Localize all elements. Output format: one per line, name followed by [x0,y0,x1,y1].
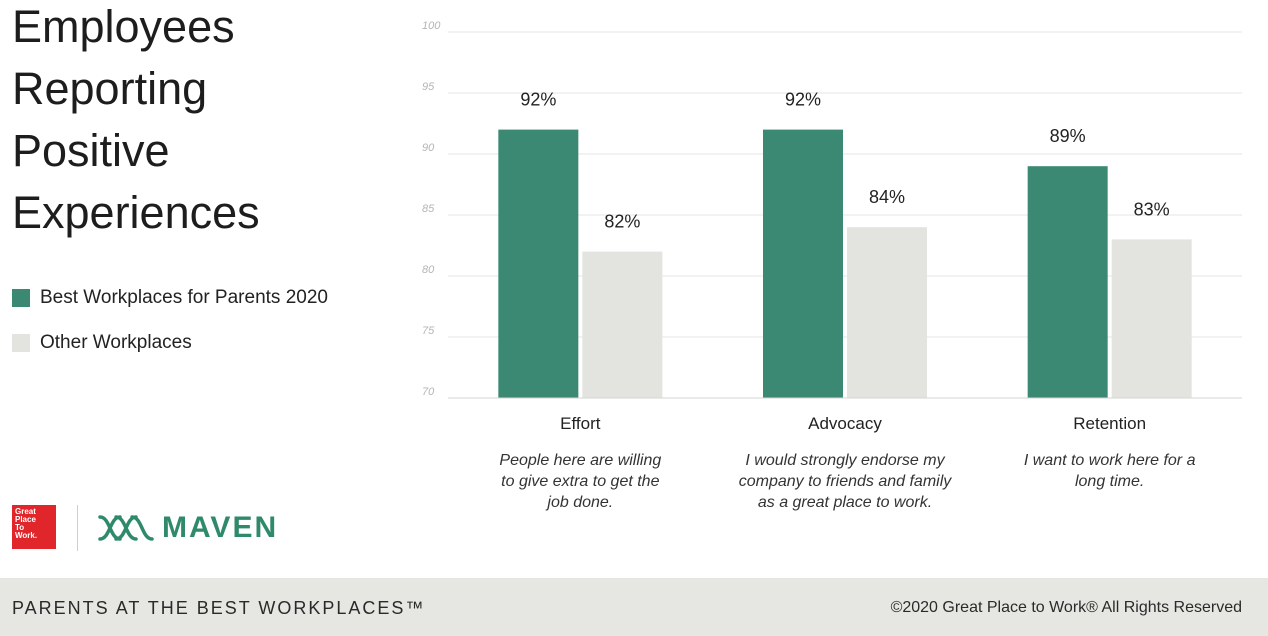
category-description: job done. [545,494,613,511]
data-label: 83% [1134,199,1170,219]
y-tick-label: 95 [422,81,435,93]
legend-item-best-workplaces: Best Workplaces for Parents 2020 [12,286,328,310]
copyright-text: ©2020 Great Place to Work® All Rights Re… [890,599,1242,616]
footer-title: PARENTS AT THE BEST WORKPLACES™ [12,598,426,618]
category-description: I would strongly endorse my [745,452,945,469]
category-description: company to friends and family [739,473,953,490]
gptw-logo-line: Great [15,507,36,516]
x-tick-label: Advocacy [808,414,882,433]
bar [847,227,927,398]
legend-item-other-workplaces: Other Workplaces [12,331,192,355]
bar [763,129,843,398]
y-tick-label: 100 [422,20,441,32]
data-label: 84% [869,187,905,207]
category-description: to give extra to get the [501,473,659,490]
logo-divider [77,505,78,551]
title-line: Experiences [12,187,260,238]
gptw-logo-line: Work. [15,531,38,540]
gptw-logo-line: To [15,523,25,532]
y-tick-label: 80 [422,264,435,276]
y-tick-label: 90 [422,142,435,154]
maven-logo-text: MAVEN [162,511,279,544]
chart-title: Employees Reporting Positive Experiences [12,0,392,244]
category-description: I want to work here for a [1024,452,1196,469]
great-place-to-work-logo: Great Place To Work. [12,505,56,549]
y-tick-label: 70 [422,386,435,398]
y-tick-label: 85 [422,203,435,215]
bar [582,251,663,398]
legend-swatch [12,289,30,307]
gptw-logo-line: Place [15,515,36,524]
x-tick-label: Effort [560,414,601,433]
footer-bar: PARENTS AT THE BEST WORKPLACES™ ©2020 Gr… [0,578,1268,636]
maven-logo-icon [98,515,154,541]
category-description: People here are willing [499,452,661,469]
category-description: long time. [1075,473,1144,490]
data-label: 82% [604,212,640,232]
x-tick-label: Retention [1073,414,1146,433]
title-line: Reporting [12,63,208,114]
legend-swatch [12,334,30,352]
y-tick-label: 75 [422,325,435,337]
category-description: as a great place to work. [758,494,932,511]
title-line: Positive [12,125,170,176]
bar [1111,239,1192,398]
legend-label: Other Workplaces [40,332,192,353]
bar [498,129,579,398]
data-label: 92% [520,90,556,110]
bar [1027,166,1108,398]
legend-label: Best Workplaces for Parents 2020 [40,287,328,308]
bar-chart: 70 75 80 85 90 95 100 92% 82% Effort People here a… [422,20,1242,511]
data-label: 89% [1050,126,1086,146]
title-line: Employees [12,1,235,52]
data-label: 92% [785,90,821,110]
